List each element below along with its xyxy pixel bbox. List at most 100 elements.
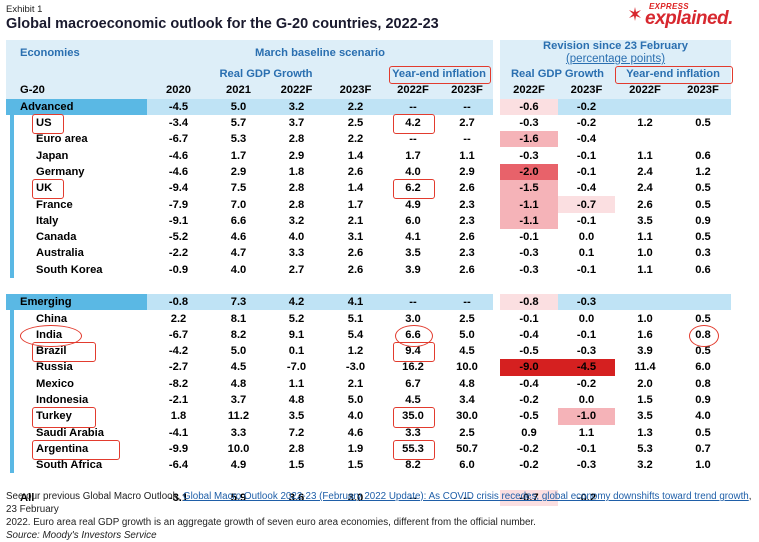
value-cell: 3.2 — [267, 98, 326, 115]
economy-name: US — [36, 117, 52, 130]
economy-name: Argentina — [36, 442, 89, 455]
page-title: Global macroeconomic outlook for the G-2… — [6, 16, 439, 32]
table-row: South Korea -0.9 4.0 2.7 2.6 3.9 2.6 -0.3 -0.1 1.… — [6, 261, 731, 278]
value-cell: 0.8 — [695, 328, 711, 341]
value-cell: -0.4 — [576, 182, 597, 195]
value-cell: 4.5 — [405, 394, 421, 407]
table-row: Euro area -6.7 5.3 2.8 2.2 -- -- -1.6 -0.4 — [6, 131, 731, 148]
group-header: G-20 — [6, 82, 147, 99]
value-cell: 4.7 — [230, 247, 247, 260]
value-cell: -4.6 — [168, 165, 189, 178]
table-row: Australia -2.2 4.7 3.3 2.6 3.5 2.3 -0.3 0.1 1.0 0.… — [6, 245, 731, 262]
value-cell: 3.2 — [288, 214, 305, 227]
economy-name: Germany — [36, 165, 85, 178]
value-cell: 1.4 — [347, 149, 364, 162]
value-cell: -- — [463, 133, 471, 146]
value-cell: 3.9 — [405, 263, 421, 276]
value-cell: -2.2 — [168, 247, 189, 260]
value-cell: 2.9 — [230, 165, 247, 178]
value-cell: 10.0 — [227, 442, 250, 455]
value-cell: 4.6 — [347, 426, 364, 439]
table-row: China 2.2 8.1 5.2 5.1 3.0 2.5 -0.1 0.0 1.0 0.5 — [6, 310, 731, 327]
value-cell: 5.0 — [210, 98, 267, 115]
value-cell: 1.6 — [637, 328, 653, 341]
year-header: 2023F — [326, 82, 385, 99]
table-row: UK -9.4 7.5 2.8 1.4 6.2 2.6 -1.5 -0.4 2.4 0.5 — [6, 180, 731, 197]
value-cell: 1.7 — [230, 149, 247, 162]
value-cell: 2.2 — [326, 98, 385, 115]
value-cell: 9.4 — [405, 345, 421, 358]
value-cell: 5.0 — [459, 328, 475, 341]
value-cell: -0.2 — [519, 394, 539, 407]
value-cell: -8.2 — [168, 377, 189, 390]
value-cell: 0.1 — [578, 247, 595, 260]
value-cell: 5.7 — [230, 117, 247, 130]
value-cell: 7.0 — [230, 198, 247, 211]
value-cell: 4.1 — [405, 231, 421, 244]
value-cell: -0.7 — [558, 196, 615, 213]
value-cell: 2.1 — [347, 214, 364, 227]
economy-name: Brazil — [36, 345, 67, 358]
economy-name: Euro area — [36, 133, 88, 146]
value-cell: 4.5 — [459, 345, 475, 358]
value-cell: 1.1 — [637, 263, 653, 276]
value-cell: 0.7 — [695, 442, 711, 455]
value-cell: 1.2 — [637, 117, 653, 130]
value-cell: 0.0 — [578, 312, 595, 325]
year-header: 2023F — [441, 82, 493, 99]
value-cell: 4.0 — [230, 263, 247, 276]
economy-name: All — [20, 491, 35, 504]
value-cell: 4.1 — [326, 294, 385, 311]
express-explained-logo: EXPRESS explained. — [627, 2, 747, 29]
value-cell: 1.1 — [637, 149, 653, 162]
year-header: 2021 — [210, 82, 267, 99]
value-cell: -7.0 — [286, 361, 307, 374]
value-cell: 2.5 — [459, 426, 475, 439]
value-cell: -4.1 — [168, 426, 189, 439]
gdp-header: Real GDP Growth — [147, 66, 385, 83]
economy-name: Saudi Arabia — [36, 426, 104, 439]
value-cell: -- — [463, 491, 471, 504]
economy-name: Turkey — [36, 410, 72, 423]
value-cell: -0.5 — [519, 345, 539, 358]
value-cell: 3.1 — [347, 231, 364, 244]
year-header: 2023F — [558, 82, 615, 99]
value-cell: 6.2 — [405, 182, 421, 195]
value-cell: 0.5 — [695, 312, 711, 325]
value-cell: -9.1 — [168, 214, 189, 227]
table-row: Canada -5.2 4.6 4.0 3.1 4.1 2.6 -0.1 0.0 1.1 0.5 — [6, 228, 731, 246]
value-cell: 2.4 — [637, 165, 653, 178]
value-cell: 1.1 — [578, 426, 595, 439]
value-cell: 5.0 — [347, 394, 364, 407]
value-cell: 3.5 — [637, 214, 653, 227]
value-cell: 0.1 — [288, 345, 305, 358]
value-cell: -- — [385, 98, 441, 115]
value-cell: -0.1 — [519, 312, 539, 325]
value-cell: -0.5 — [519, 410, 539, 423]
value-cell: 0.9 — [521, 426, 537, 439]
value-cell: 2.6 — [637, 198, 653, 211]
value-cell: 1.1 — [637, 231, 653, 244]
value-cell: -0.2 — [519, 442, 539, 455]
table-row: Indonesia -2.1 3.7 4.8 5.0 4.5 3.4 -0.2 0.0 1.5 0.… — [6, 391, 731, 409]
value-cell: 0.5 — [695, 345, 711, 358]
footer: See our previous Global Macro Outlook, G… — [6, 490, 754, 542]
value-cell: 2.8 — [288, 198, 305, 211]
value-cell: -0.1 — [519, 231, 539, 244]
value-cell: 0.6 — [695, 263, 711, 276]
value-cell: 30.0 — [456, 410, 478, 423]
value-cell — [675, 98, 731, 115]
value-cell: 4.6 — [230, 231, 247, 244]
value-cell: 4.2 — [267, 294, 326, 311]
value-cell: 1.5 — [347, 459, 364, 472]
outlook-link[interactable]: Global Macro Outlook 2022-23 (February 2… — [182, 491, 749, 502]
value-cell: 2.3 — [459, 214, 475, 227]
header-row-1: Economies March baseline scenario Revisi… — [6, 40, 731, 66]
value-cell: 1.4 — [347, 182, 364, 195]
value-cell: -9.0 — [500, 359, 558, 376]
value-cell: 2.3 — [459, 247, 475, 260]
value-cell: -0.2 — [519, 459, 539, 472]
value-cell: 35.0 — [402, 410, 424, 423]
value-cell: -4.6 — [168, 149, 189, 162]
value-cell: 2.6 — [347, 247, 364, 260]
